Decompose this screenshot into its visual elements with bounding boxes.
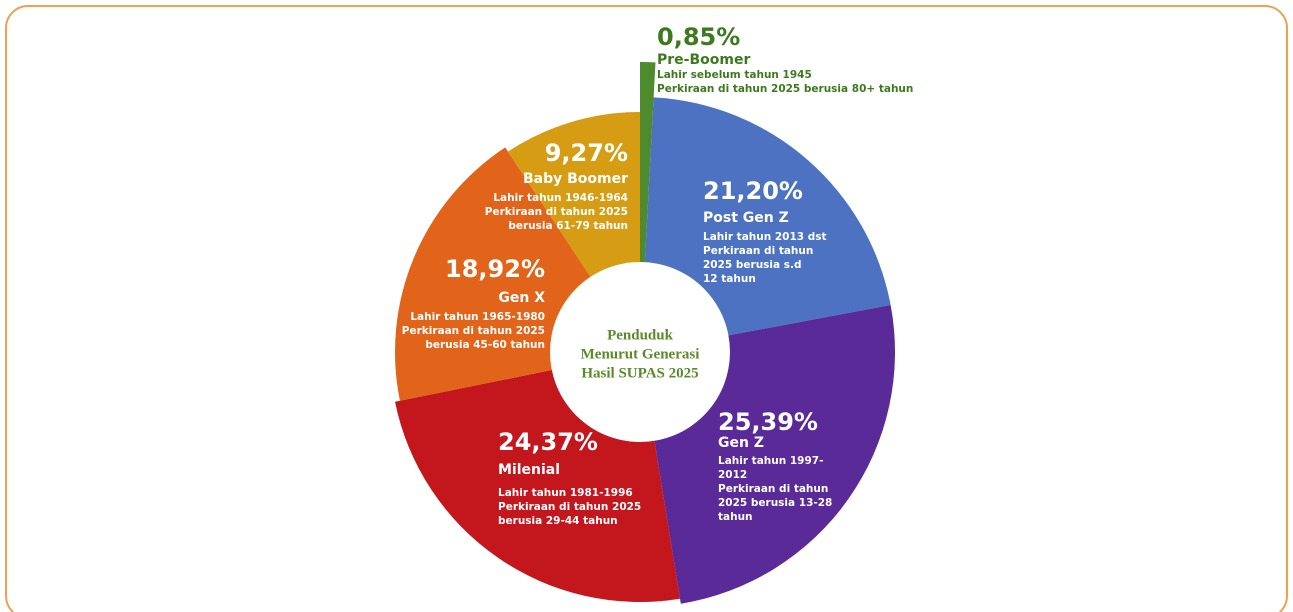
description: Perkiraan di tahun 2025 [498,501,641,513]
description: Perkiraan di tahun 2025 [402,325,545,337]
description: 2025 berusia s.d [703,259,802,271]
description: Perkiraan di tahun [718,483,828,495]
value-label: 0,85% [657,23,740,51]
description: berusia 29-44 tahun [498,515,618,527]
center-title: Hasil SUPAS 2025 [581,365,698,381]
category-label: Baby Boomer [523,171,628,187]
description: 12 tahun [703,273,756,285]
description: Lahir tahun 1946-1964 [493,192,628,204]
category-label: Milenial [498,462,560,478]
donut-hole [550,262,730,442]
frame [5,5,1288,612]
value-label: 9,27% [545,139,628,167]
category-label: Pre-Boomer [657,52,750,68]
description: 2025 berusia 13-28 [718,497,832,509]
description: Lahir tahun 2013 dst [703,231,827,243]
description: berusia 61-79 tahun [508,220,628,232]
description: Lahir sebelum tahun 1945 [657,69,812,81]
value-label: 24,37% [498,428,598,456]
center-title: Penduduk [607,327,674,343]
value-label: 21,20% [703,177,803,205]
value-label: 18,92% [445,255,545,283]
description: Lahir tahun 1965-1980 [410,311,545,323]
description: 2012 [718,469,747,481]
description: Lahir tahun 1997- [718,455,823,467]
description: Lahir tahun 1981-1996 [498,487,633,499]
description: Perkiraan di tahun 2025 berusia 80+ tahu… [657,83,913,95]
description: berusia 45-60 tahun [425,339,545,351]
value-label: 25,39% [718,408,818,436]
description: Perkiraan di tahun 2025 [485,206,628,218]
category-label: Gen X [498,290,545,306]
category-label: Gen Z [718,435,764,451]
description: Perkiraan di tahun [703,245,813,257]
category-label: Post Gen Z [703,210,789,226]
center-title: Menurut Generasi [581,346,700,362]
description: tahun [718,511,753,523]
